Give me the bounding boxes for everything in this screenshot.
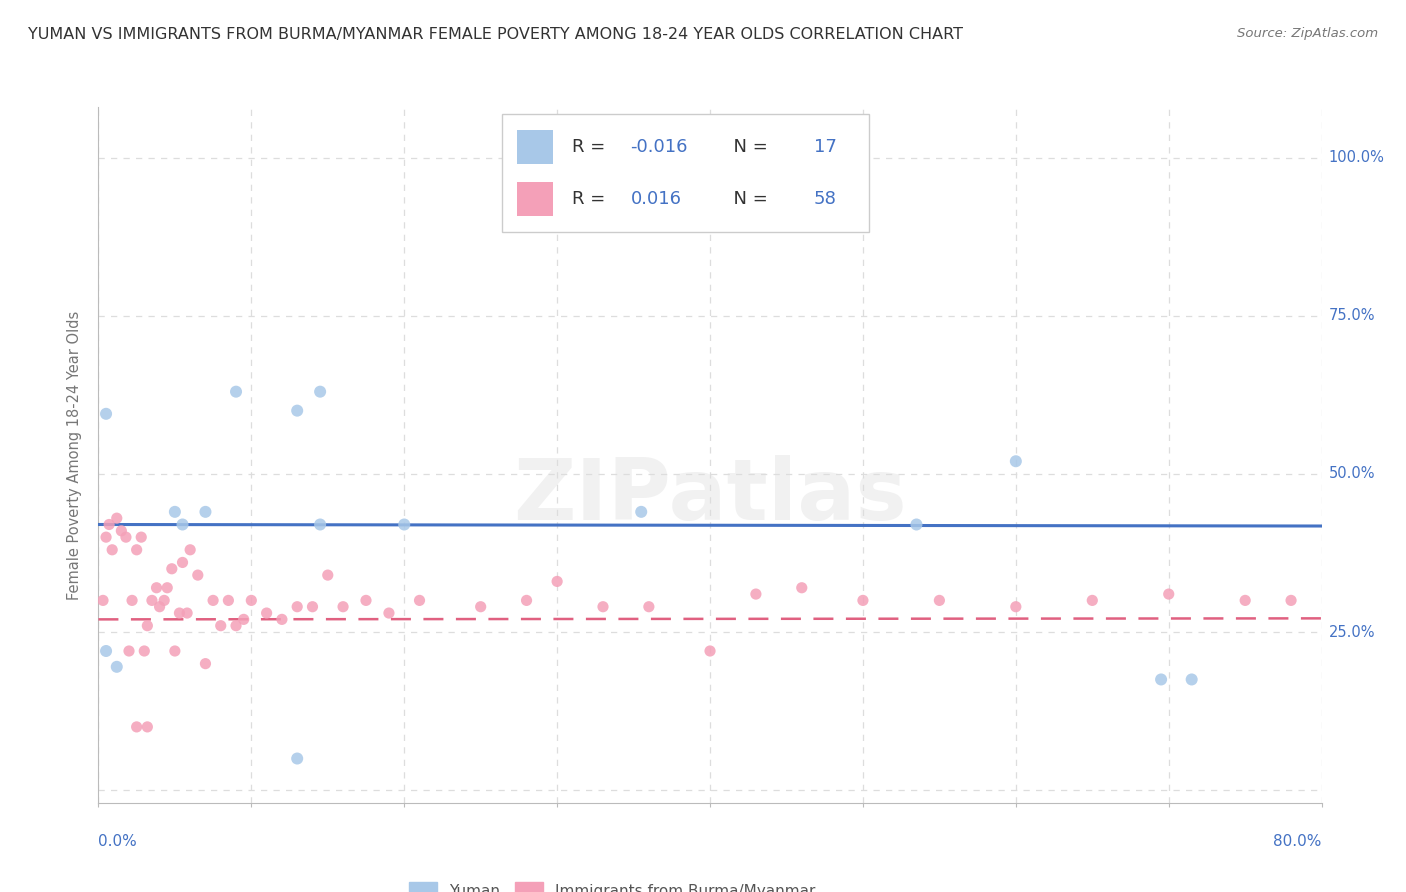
Point: [94, 644, 117, 658]
Point: [470, 599, 492, 614]
Point: [630, 505, 652, 519]
Point: [225, 384, 247, 399]
Point: [125, 720, 148, 734]
Point: [408, 593, 430, 607]
Point: [905, 517, 928, 532]
Point: [169, 606, 191, 620]
Text: YUMAN VS IMMIGRANTS FROM BURMA/MYANMAR FEMALE POVERTY AMONG 18-24 YEAR OLDS CORR: YUMAN VS IMMIGRANTS FROM BURMA/MYANMAR F…: [28, 27, 963, 42]
Point: [1004, 454, 1026, 468]
Point: [354, 593, 377, 607]
Point: [110, 524, 132, 538]
Point: [136, 720, 159, 734]
Point: [115, 530, 138, 544]
Point: [105, 660, 128, 674]
Point: [160, 562, 183, 576]
Point: [745, 587, 768, 601]
Point: [852, 593, 875, 607]
Point: [316, 568, 339, 582]
Point: [1004, 599, 1026, 614]
Point: [332, 599, 354, 614]
Point: [91, 593, 114, 607]
Point: [285, 599, 308, 614]
Point: [202, 593, 225, 607]
Point: [121, 593, 143, 607]
Text: 100.0%: 100.0%: [1329, 150, 1385, 165]
Point: [285, 751, 308, 765]
Point: [136, 618, 159, 632]
Legend: Yuman, Immigrants from Burma/Myanmar: Yuman, Immigrants from Burma/Myanmar: [404, 876, 821, 892]
Text: -0.016: -0.016: [630, 138, 688, 156]
Point: [699, 644, 721, 658]
Text: 80.0%: 80.0%: [1274, 834, 1322, 849]
Point: [1279, 593, 1302, 607]
Text: 17: 17: [814, 138, 837, 156]
Point: [1081, 593, 1104, 607]
Text: 25.0%: 25.0%: [1329, 624, 1375, 640]
Point: [392, 517, 416, 532]
Point: [163, 644, 186, 658]
Point: [179, 542, 201, 557]
Point: [94, 530, 117, 544]
Point: [118, 644, 141, 658]
Point: [225, 618, 247, 632]
Point: [1150, 673, 1173, 687]
Point: [309, 384, 332, 399]
Text: 0.016: 0.016: [630, 190, 682, 208]
Point: [94, 407, 117, 421]
Text: 0.0%: 0.0%: [98, 834, 138, 849]
Point: [546, 574, 568, 589]
Text: N =: N =: [723, 138, 773, 156]
Point: [141, 593, 163, 607]
Point: [256, 606, 278, 620]
Point: [309, 517, 332, 532]
Point: [790, 581, 813, 595]
Point: [232, 612, 254, 626]
Point: [176, 606, 198, 620]
Point: [270, 612, 292, 626]
FancyBboxPatch shape: [502, 114, 869, 232]
Text: 75.0%: 75.0%: [1329, 309, 1375, 323]
Point: [285, 403, 308, 417]
Point: [134, 644, 156, 658]
Text: ZIPatlas: ZIPatlas: [513, 455, 907, 538]
Bar: [517, 130, 554, 164]
Point: [145, 581, 167, 595]
Text: 58: 58: [814, 190, 837, 208]
Point: [1157, 587, 1180, 601]
Point: [378, 606, 401, 620]
Point: [129, 530, 152, 544]
Point: [1181, 673, 1204, 687]
Point: [209, 618, 232, 632]
Point: [172, 517, 194, 532]
Point: [301, 599, 323, 614]
Point: [153, 593, 176, 607]
Point: [98, 517, 121, 532]
Text: R =: R =: [572, 190, 610, 208]
Point: [149, 599, 172, 614]
Text: Source: ZipAtlas.com: Source: ZipAtlas.com: [1237, 27, 1378, 40]
Point: [105, 511, 128, 525]
Point: [928, 593, 950, 607]
Text: 50.0%: 50.0%: [1329, 467, 1375, 482]
Y-axis label: Female Poverty Among 18-24 Year Olds: Female Poverty Among 18-24 Year Olds: [67, 310, 83, 599]
Point: [172, 556, 194, 570]
Point: [1234, 593, 1257, 607]
Point: [217, 593, 239, 607]
Point: [125, 542, 148, 557]
Point: [637, 599, 661, 614]
Point: [516, 593, 538, 607]
Point: [194, 657, 217, 671]
Point: [187, 568, 209, 582]
Bar: [517, 183, 554, 216]
Point: [592, 599, 614, 614]
Point: [194, 505, 217, 519]
Point: [156, 581, 179, 595]
Point: [240, 593, 263, 607]
Point: [101, 542, 124, 557]
Point: [163, 505, 186, 519]
Text: R =: R =: [572, 138, 610, 156]
Text: N =: N =: [723, 190, 773, 208]
